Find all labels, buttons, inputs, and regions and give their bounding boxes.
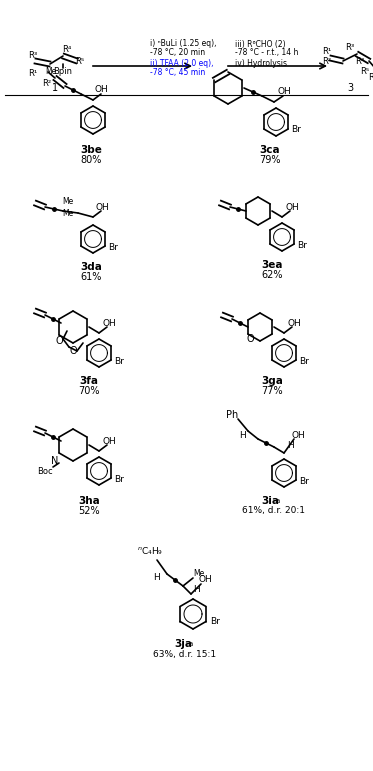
Text: 79%: 79% — [259, 155, 281, 165]
Text: -78 °C, 20 min: -78 °C, 20 min — [150, 49, 205, 58]
Text: R⁵: R⁵ — [360, 66, 370, 76]
Text: 3fa: 3fa — [79, 376, 98, 386]
Text: Me: Me — [193, 570, 205, 578]
Text: 80%: 80% — [80, 155, 102, 165]
Text: Br: Br — [299, 356, 309, 365]
Text: -78 °C, 45 min: -78 °C, 45 min — [150, 69, 205, 78]
Text: N: N — [51, 456, 59, 466]
Text: Me: Me — [62, 208, 73, 217]
Text: iv) Hydrolysis: iv) Hydrolysis — [235, 59, 287, 68]
Text: Ph: Ph — [226, 410, 238, 420]
Text: OH: OH — [287, 318, 301, 328]
Text: R³: R³ — [345, 43, 355, 52]
Text: R²: R² — [322, 58, 332, 66]
Text: Br: Br — [114, 356, 124, 365]
Text: Br: Br — [297, 241, 307, 250]
Text: O: O — [246, 334, 254, 344]
Text: 70%: 70% — [78, 386, 100, 396]
Text: H: H — [154, 574, 160, 583]
Text: 3da: 3da — [80, 262, 102, 272]
Text: $^n$C₄H₉: $^n$C₄H₉ — [137, 546, 163, 557]
Text: OH: OH — [95, 203, 109, 211]
Text: -78 °C - r.t., 14 h: -78 °C - r.t., 14 h — [235, 49, 298, 58]
Text: Br: Br — [299, 476, 309, 486]
Text: 3ja: 3ja — [174, 639, 192, 649]
Text: R⁵: R⁵ — [75, 58, 85, 66]
Text: R⁶: R⁶ — [369, 73, 373, 82]
Text: 61%: 61% — [80, 272, 102, 282]
Text: R¹: R¹ — [322, 48, 332, 56]
Text: H: H — [286, 440, 294, 449]
Text: 63%, d.r. 15:1: 63%, d.r. 15:1 — [153, 649, 217, 658]
Text: a: a — [189, 641, 193, 647]
Text: R²: R² — [43, 79, 51, 89]
Text: OH: OH — [198, 575, 212, 584]
Text: O: O — [69, 346, 77, 356]
Text: Br: Br — [210, 618, 220, 627]
Text: Boc: Boc — [37, 466, 53, 476]
Text: H: H — [194, 585, 200, 594]
Text: 3ea: 3ea — [261, 260, 283, 270]
Text: 3be: 3be — [80, 145, 102, 155]
Text: OH: OH — [94, 86, 108, 95]
Text: 1: 1 — [52, 83, 58, 93]
Text: i) ⁿBuLi (1.25 eq),: i) ⁿBuLi (1.25 eq), — [150, 39, 216, 49]
Text: Br: Br — [108, 243, 118, 251]
Text: iii) R⁶CHO (2): iii) R⁶CHO (2) — [235, 39, 286, 49]
Text: ii) TFAA (2.0 eq),: ii) TFAA (2.0 eq), — [150, 59, 213, 68]
Text: O: O — [55, 336, 63, 346]
Text: 61%, d.r. 20:1: 61%, d.r. 20:1 — [242, 507, 305, 516]
Text: a: a — [276, 498, 280, 504]
Text: 62%: 62% — [261, 270, 283, 280]
Text: 3ca: 3ca — [260, 145, 280, 155]
Text: OH: OH — [277, 87, 291, 96]
Text: Me: Me — [62, 197, 73, 206]
Text: 77%: 77% — [261, 386, 283, 396]
Text: 3: 3 — [347, 83, 353, 93]
Text: R⁴: R⁴ — [62, 45, 72, 55]
Text: R¹: R¹ — [28, 69, 38, 79]
Text: Br: Br — [114, 474, 124, 483]
Text: R³: R³ — [28, 52, 38, 60]
Text: Me: Me — [46, 68, 57, 76]
Text: H: H — [239, 430, 245, 439]
Text: OH: OH — [102, 318, 116, 328]
Text: OH: OH — [102, 436, 116, 446]
Text: 52%: 52% — [78, 506, 100, 516]
Text: 3ha: 3ha — [78, 496, 100, 506]
Text: OH: OH — [291, 430, 305, 439]
Text: Bpin: Bpin — [53, 66, 72, 76]
Text: R⁴: R⁴ — [355, 56, 365, 66]
Text: 3ia: 3ia — [261, 496, 279, 506]
Text: Br: Br — [291, 126, 301, 134]
Text: 3ga: 3ga — [261, 376, 283, 386]
Text: OH: OH — [285, 203, 299, 211]
